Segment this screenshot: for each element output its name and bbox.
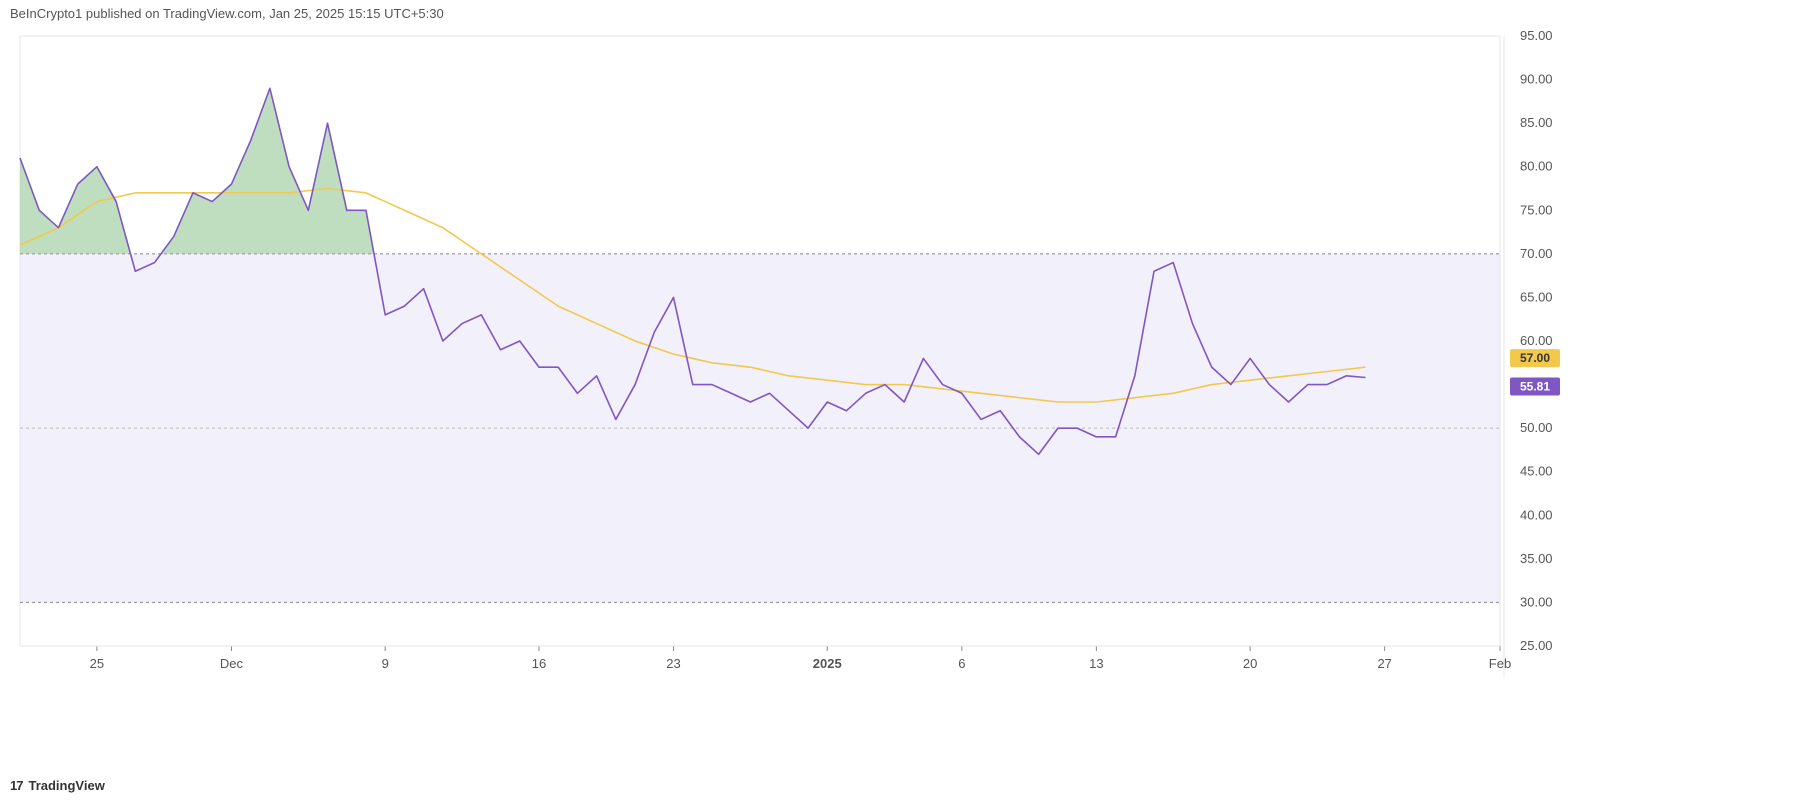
svg-text:55.81: 55.81 (1520, 380, 1550, 394)
svg-text:60.00: 60.00 (1520, 333, 1553, 348)
svg-text:30.00: 30.00 (1520, 594, 1553, 609)
svg-text:70.00: 70.00 (1520, 246, 1553, 261)
tradingview-logo: 17 TradingView (10, 778, 105, 793)
rsi-chart[interactable]: 25.0030.0035.0040.0045.0050.0055.0060.00… (10, 30, 1795, 793)
svg-text:16: 16 (532, 656, 546, 671)
publish-info: BeInCrypto1 published on TradingView.com… (10, 6, 444, 21)
svg-text:50.00: 50.00 (1520, 420, 1553, 435)
svg-text:Feb: Feb (1489, 656, 1511, 671)
svg-text:23: 23 (666, 656, 680, 671)
svg-text:75.00: 75.00 (1520, 202, 1553, 217)
svg-text:20: 20 (1243, 656, 1257, 671)
svg-text:45.00: 45.00 (1520, 464, 1553, 479)
svg-text:6: 6 (958, 656, 965, 671)
svg-text:35.00: 35.00 (1520, 551, 1553, 566)
svg-text:9: 9 (382, 656, 389, 671)
tradingview-brand: TradingView (28, 778, 104, 793)
svg-text:90.00: 90.00 (1520, 72, 1553, 87)
svg-text:27: 27 (1377, 656, 1391, 671)
tradingview-glyph: 17 (10, 778, 22, 793)
svg-text:13: 13 (1089, 656, 1103, 671)
svg-text:25.00: 25.00 (1520, 638, 1553, 653)
svg-text:95.00: 95.00 (1520, 30, 1553, 43)
publish-text: BeInCrypto1 published on TradingView.com… (10, 6, 444, 21)
svg-text:Dec: Dec (220, 656, 244, 671)
svg-text:57.00: 57.00 (1520, 351, 1550, 365)
svg-text:80.00: 80.00 (1520, 159, 1553, 174)
svg-text:65.00: 65.00 (1520, 289, 1553, 304)
svg-text:2025: 2025 (813, 656, 842, 671)
svg-text:40.00: 40.00 (1520, 507, 1553, 522)
svg-text:25: 25 (90, 656, 104, 671)
chart-container: 25.0030.0035.0040.0045.0050.0055.0060.00… (10, 30, 1795, 793)
svg-text:85.00: 85.00 (1520, 115, 1553, 130)
